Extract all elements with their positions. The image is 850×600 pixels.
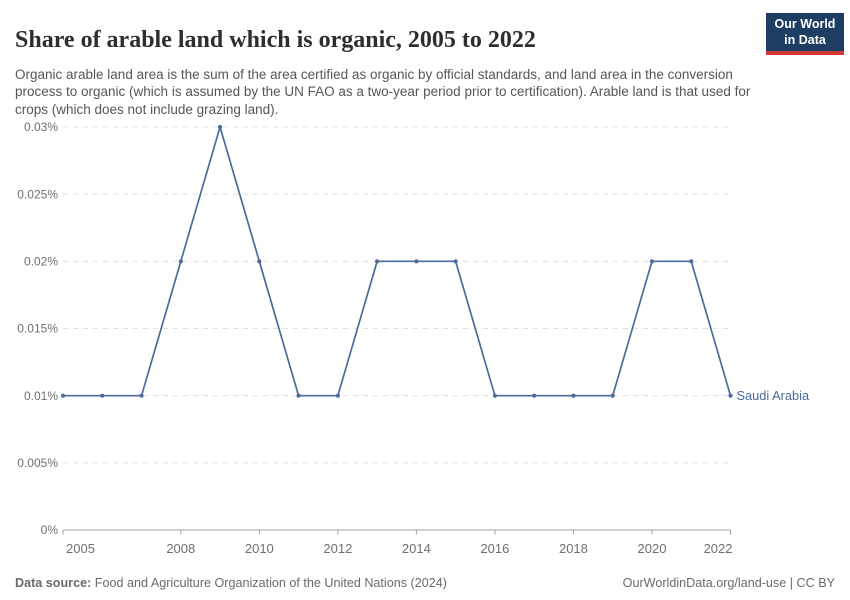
page-title: Share of arable land which is organic, 2… — [15, 27, 536, 54]
license-link[interactable]: OurWorldinData.org/land-use | CC BY — [622, 576, 835, 590]
owid-logo[interactable]: Our World in Data — [766, 13, 844, 56]
data-point[interactable] — [453, 259, 458, 264]
data-source-text: Food and Agriculture Organization of the… — [91, 576, 447, 590]
data-point[interactable] — [532, 393, 537, 398]
gridlines — [63, 126, 731, 464]
data-source-note: Data source: Food and Agriculture Organi… — [15, 576, 447, 590]
x-tick-label: 2014 — [402, 541, 431, 556]
data-point[interactable] — [571, 393, 576, 398]
data-point[interactable] — [178, 259, 183, 264]
x-tick-label: 2018 — [559, 541, 588, 556]
data-point[interactable] — [139, 393, 144, 398]
x-tick-label: 2005 — [66, 541, 95, 556]
owid-logo-line2: in Data — [784, 32, 826, 47]
y-tick-label: 0.005% — [17, 456, 58, 470]
y-tick-label: 0.02% — [24, 255, 58, 269]
y-tick-label: 0.015% — [17, 322, 58, 336]
data-point[interactable] — [689, 259, 694, 264]
x-tick-label: 2008 — [166, 541, 195, 556]
data-point[interactable] — [100, 393, 105, 398]
data-source-label: Data source: — [15, 576, 92, 590]
data-point[interactable] — [728, 393, 733, 398]
data-point[interactable] — [257, 259, 262, 264]
chart-subtitle: Organic arable land area is the sum of t… — [15, 66, 751, 118]
x-tick-label: 2016 — [480, 541, 509, 556]
y-tick-label: 0% — [41, 523, 59, 537]
data-point[interactable] — [217, 124, 223, 130]
y-tick-label: 0.01% — [24, 389, 58, 403]
x-tick-label: 2010 — [245, 541, 274, 556]
x-tick-label: 2020 — [638, 541, 667, 556]
data-point[interactable] — [492, 393, 498, 398]
data-point[interactable] — [414, 259, 419, 264]
series-line[interactable] — [62, 126, 732, 397]
x-axis-labels: 2005 2008 2010 2012 2014 2016 2018 2020 2022 — [66, 541, 733, 556]
y-tick-label: 0.03% — [24, 120, 58, 134]
x-tick-label: 2012 — [323, 541, 352, 556]
data-point[interactable] — [649, 259, 655, 264]
chart-footer: Data source: Food and Agriculture Organi… — [15, 576, 835, 590]
data-point[interactable] — [296, 393, 301, 398]
x-axis — [62, 529, 731, 535]
x-tick-label: 2022 — [704, 541, 733, 556]
series-end-label: Saudi Arabia — [737, 388, 810, 403]
data-point[interactable] — [375, 259, 380, 264]
owid-logo-line1: Our World — [774, 17, 836, 31]
line-series[interactable] — [60, 124, 733, 398]
data-point[interactable] — [335, 393, 340, 398]
data-point[interactable] — [60, 393, 66, 398]
y-tick-label: 0.025% — [17, 187, 58, 201]
data-point[interactable] — [610, 393, 615, 398]
y-axis-labels: 0% 0.005% 0.01% 0.015% 0.02% 0.025% 0.03% — [17, 120, 58, 537]
